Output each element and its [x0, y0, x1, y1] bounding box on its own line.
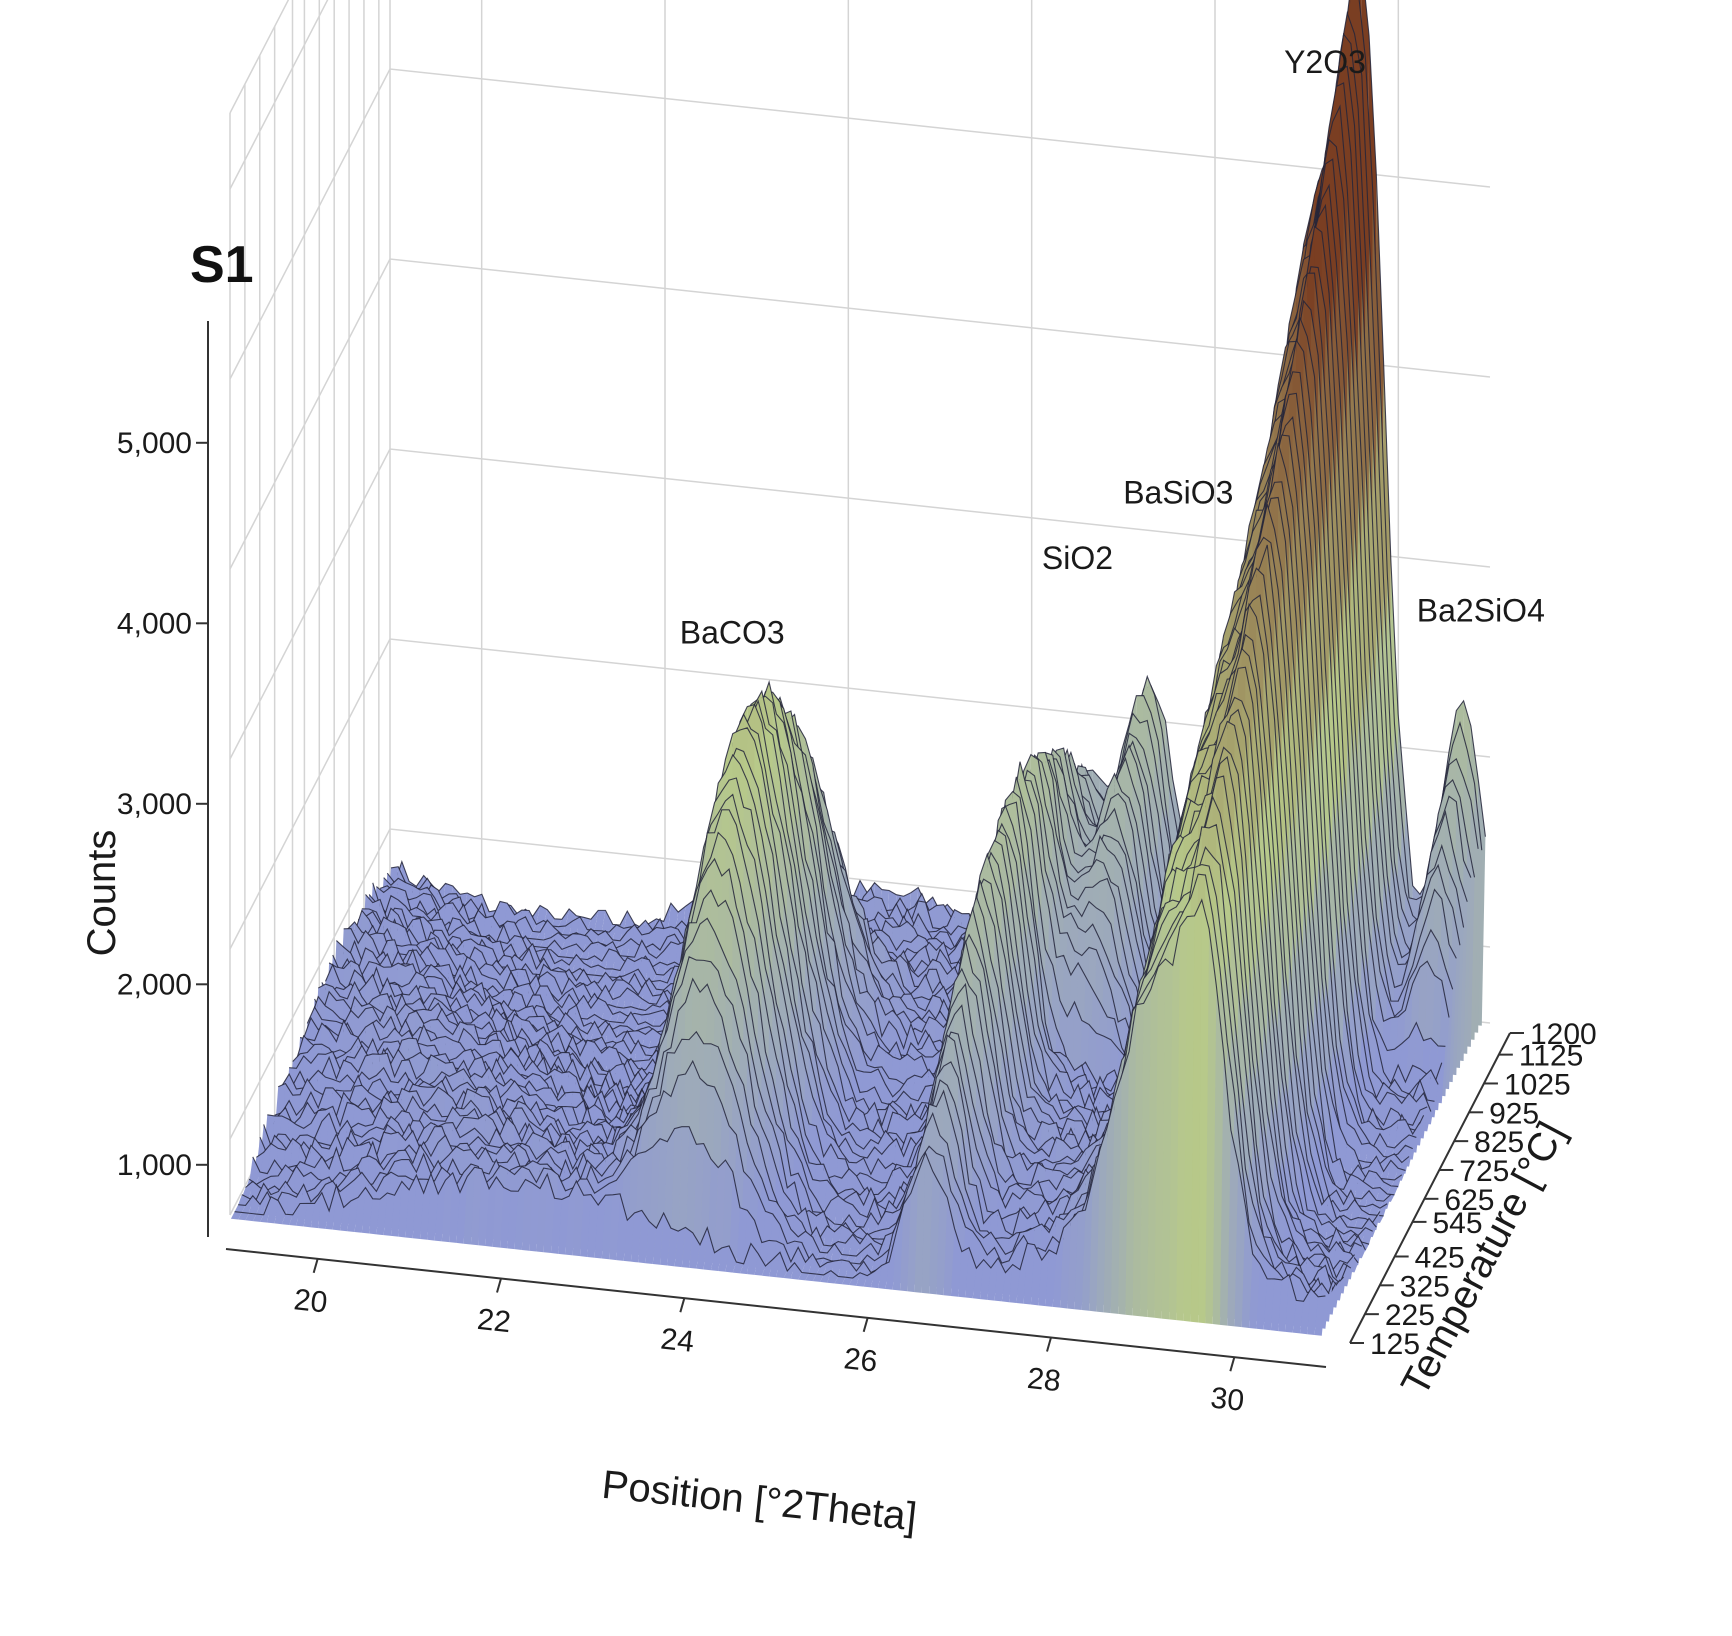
surface-facet [1376, 1092, 1388, 1127]
surface-scanline [346, 272, 1439, 1095]
surface-facet [601, 910, 613, 933]
surface-facet [543, 985, 555, 1016]
surface-facet [532, 920, 544, 933]
surface-facet [627, 1012, 639, 1032]
surface-facet [609, 968, 621, 978]
surface-facet [612, 951, 624, 971]
surface-facet [620, 938, 631, 957]
surface-facet [656, 980, 668, 991]
surface-facet [561, 933, 573, 951]
surface-facet [558, 946, 570, 958]
surface-facet [561, 920, 573, 936]
surface-facet [489, 916, 501, 943]
surface-facet [609, 1011, 621, 1023]
surface-scanline [386, 11, 1479, 971]
surface-facet [587, 910, 599, 931]
surface-facet [565, 944, 577, 958]
surface-facet [580, 995, 591, 1020]
surface-facet [550, 959, 562, 972]
surface-facet [529, 931, 541, 940]
surface-facet [1405, 1093, 1417, 1130]
surface-facet [652, 1010, 664, 1027]
surface-facet [583, 1014, 595, 1027]
surface-facet [634, 1021, 646, 1033]
surface-facet [550, 977, 562, 1002]
surface-facet [590, 981, 602, 998]
surface-facet [645, 1011, 657, 1027]
surface-facet [641, 1028, 653, 1048]
surface-facet [590, 1021, 602, 1043]
surface-facet [536, 905, 548, 926]
surface-facet [550, 918, 562, 927]
surface-facet [612, 1032, 624, 1045]
surface-facet [656, 1018, 668, 1035]
surface-facet [656, 962, 668, 976]
surface-facet [594, 998, 606, 1021]
gridline-z [229, 0, 329, 190]
gridline-top [229, 0, 290, 114]
diffraction-surface [230, 0, 1486, 1336]
surface-facet [576, 916, 588, 937]
surface-facet [649, 994, 661, 1005]
surface-facet [612, 924, 624, 941]
surface-facet [518, 948, 530, 976]
surface-facet [645, 1046, 657, 1056]
surface-facet [594, 910, 606, 932]
surface-facet [594, 942, 606, 962]
surface-facet [587, 965, 599, 976]
surface-facet [616, 987, 628, 1009]
surface-scanline [379, 65, 1472, 983]
surface-facet [605, 1023, 617, 1045]
surface-facet [587, 998, 599, 1020]
surface-facet [660, 941, 671, 969]
surface-facet [649, 1028, 661, 1049]
surface-facet [481, 916, 493, 942]
surface-facet [532, 939, 544, 948]
surface-facet [496, 901, 508, 929]
surface-facet [660, 968, 671, 983]
surface-facet [645, 959, 657, 982]
surface-facet [641, 981, 653, 1004]
surface-facet [623, 987, 635, 1009]
surface-facet [521, 916, 533, 939]
surface-facet [587, 942, 599, 961]
surface-facet [609, 996, 621, 1008]
surface-facet [569, 916, 581, 937]
surface-facet [638, 1014, 650, 1026]
surface-facet [580, 943, 591, 960]
surface-facet [601, 1001, 613, 1022]
surface-facet [627, 938, 639, 958]
surface-facet [652, 950, 664, 968]
surface-facet [605, 948, 617, 970]
surface-facet [540, 937, 551, 948]
